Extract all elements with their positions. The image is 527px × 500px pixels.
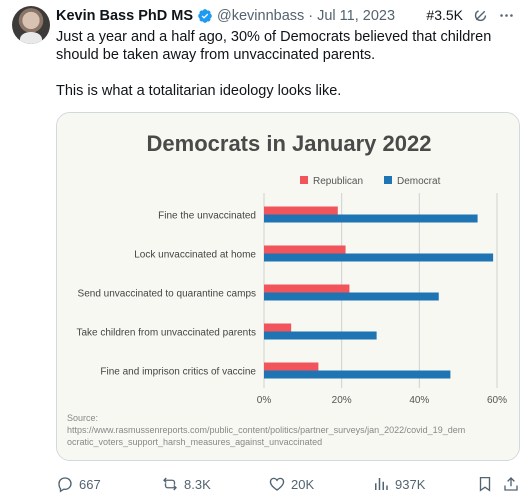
x-tick-label: 0% — [257, 395, 272, 406]
bar-democrat — [264, 331, 377, 340]
source-url-line2: ocratic_voters_support_harsh_measures_ag… — [67, 437, 322, 447]
bookmark-button[interactable] — [476, 474, 494, 494]
author-name[interactable]: Kevin Bass PhD MS — [56, 8, 193, 24]
tweet-text-line2: This is what a totalitarian ideology loo… — [56, 83, 342, 99]
grok-icon[interactable] — [471, 6, 489, 24]
repost-icon — [163, 477, 177, 491]
like-icon — [269, 477, 285, 491]
source-url-line1: https://www.rasmussenreports.com/public_… — [67, 425, 465, 435]
tweet-date[interactable]: Jul 11, 2023 — [317, 8, 396, 24]
legend-label-republican: Republican — [313, 176, 363, 187]
category-label: Lock unvaccinated at home — [134, 250, 256, 261]
bar-republican — [264, 245, 346, 254]
reply-icon — [58, 477, 72, 493]
bar-republican — [264, 323, 292, 332]
bar-republican — [264, 284, 350, 293]
reply-count: 667 — [79, 476, 101, 492]
more-icon[interactable] — [497, 6, 515, 24]
tweet-header: Kevin Bass PhD MS @kevinnbass · Jul 11, … — [56, 6, 515, 26]
x-tick-label: 40% — [409, 395, 429, 406]
x-tick-label: 20% — [332, 395, 352, 406]
tweet-text-line1: Just a year and a half ago, 30% of Democ… — [56, 29, 492, 63]
repost-button[interactable]: 8.3K — [161, 474, 211, 494]
author-handle[interactable]: @kevinnbass — [217, 8, 305, 24]
reply-button[interactable]: 667 — [56, 474, 101, 494]
legend-swatch-democrat — [384, 176, 392, 184]
share-button[interactable] — [502, 474, 520, 494]
chart-title: Democrats in January 2022 — [147, 131, 432, 156]
bar-democrat — [264, 370, 451, 379]
header-actions: #3.5K — [426, 6, 515, 24]
legend-swatch-republican — [300, 176, 308, 184]
views-count: 937K — [395, 476, 426, 492]
like-button[interactable]: 20K — [268, 474, 314, 494]
category-label: Take children from unvaccinated parents — [76, 328, 256, 339]
category-label: Fine the unvaccinated — [158, 211, 256, 222]
bar-republican — [264, 206, 338, 215]
hashtag-label[interactable]: #3.5K — [426, 7, 463, 23]
action-bar: 667 8.3K 20K 937K — [56, 474, 520, 494]
bar-democrat — [264, 253, 494, 262]
repost-count: 8.3K — [184, 476, 211, 492]
bar-chart: Democrats in January 2022 Republican Democ… — [57, 113, 519, 460]
category-label: Send unvaccinated to quarantine camps — [78, 289, 256, 300]
bar-republican — [264, 362, 319, 371]
share-icon — [504, 477, 518, 491]
x-tick-label: 60% — [487, 395, 507, 406]
legend-label-democrat: Democrat — [397, 176, 441, 187]
tweet-media[interactable]: Democrats in January 2022 Republican Democ… — [56, 112, 520, 461]
bar-democrat — [264, 214, 478, 223]
bar-democrat — [264, 292, 439, 301]
avatar[interactable] — [12, 6, 50, 44]
source-label: Source: — [67, 413, 98, 423]
views-button[interactable]: 937K — [372, 474, 425, 494]
like-count: 20K — [291, 476, 315, 492]
bookmark-icon — [479, 476, 491, 492]
dot-separator: · — [308, 8, 314, 24]
verified-badge-icon — [197, 8, 213, 24]
category-label: Fine and imprison critics of vaccine — [100, 367, 256, 378]
tweet-text: Just a year and a half ago, 30% of Democ… — [56, 28, 516, 100]
views-icon — [375, 478, 388, 490]
